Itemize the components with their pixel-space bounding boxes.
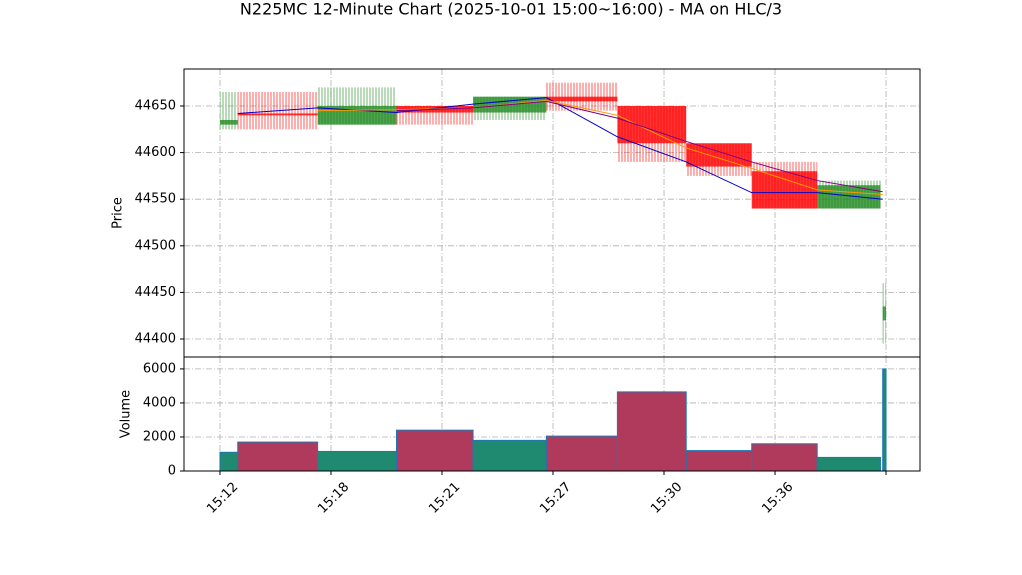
candle-body xyxy=(237,113,318,116)
volume-bar xyxy=(219,451,239,472)
volume-bar xyxy=(317,450,397,472)
x-tick-label: 15:27 xyxy=(537,480,574,517)
y-tick-label: 44500 xyxy=(135,238,176,253)
volume-bar xyxy=(545,435,618,472)
y-tick-label: 44650 xyxy=(135,99,176,114)
ma-line xyxy=(317,99,883,196)
candle-body xyxy=(686,143,752,167)
x-tick-label: 15:36 xyxy=(759,480,796,517)
x-tick-label: 15:21 xyxy=(426,480,463,517)
x-tick-label: 15:12 xyxy=(204,480,241,517)
y-tick-label: 44600 xyxy=(135,145,176,160)
volume-tick-label: 2000 xyxy=(143,429,176,444)
volume-bar xyxy=(616,391,687,472)
volume-axis-label: Volume xyxy=(119,390,134,438)
volume-tick-label: 6000 xyxy=(143,361,176,376)
volume-tick-label: 0 xyxy=(168,464,176,479)
volume-bar xyxy=(751,443,818,472)
ma-line xyxy=(396,100,883,193)
volume-bar xyxy=(882,368,887,472)
candle-body xyxy=(219,119,238,125)
volume-frame xyxy=(183,356,921,472)
plot-layer xyxy=(184,69,920,472)
chart-title: N225MC 12-Minute Chart (2025-10-01 15:00… xyxy=(240,0,782,19)
x-tick-label: 15:18 xyxy=(315,480,352,517)
candle-body xyxy=(751,171,818,209)
candle-body xyxy=(546,96,618,102)
volume-bar xyxy=(685,450,753,472)
volume-bar xyxy=(395,429,474,472)
y-tick-label: 44400 xyxy=(135,332,176,347)
volume-bar xyxy=(816,456,881,472)
y-tick-label: 44550 xyxy=(135,192,176,207)
volume-tick-label: 4000 xyxy=(143,395,176,410)
y-axis-label: Price xyxy=(111,197,126,229)
volume-bar xyxy=(472,439,547,472)
x-tick-label: 15:30 xyxy=(648,480,685,517)
volume-bar xyxy=(237,441,319,472)
candle-body xyxy=(882,306,887,321)
candle-body xyxy=(817,185,881,209)
y-tick-label: 44450 xyxy=(135,285,176,300)
